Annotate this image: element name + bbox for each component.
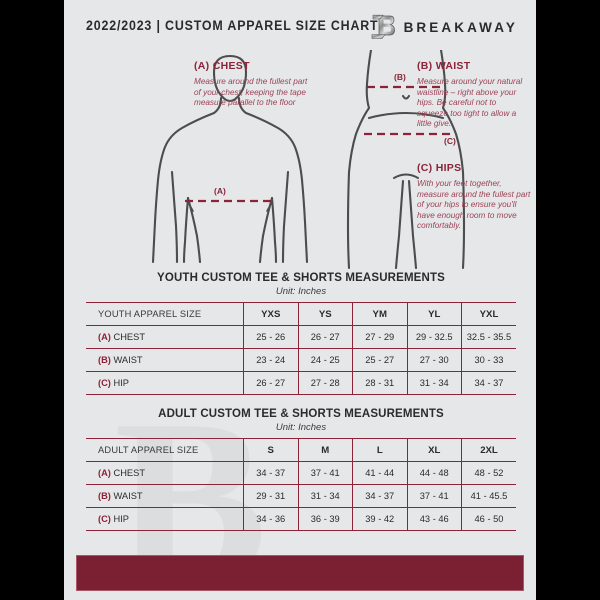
page-title: 2022/2023 | CUSTOM APPAREL SIZE CHART bbox=[86, 18, 379, 33]
cell-adult-waist-2xl: 41 - 45.5 bbox=[461, 484, 516, 508]
lower-body-outline-icon bbox=[346, 48, 466, 270]
breakaway-b-monogram-icon bbox=[371, 14, 395, 40]
row-head-youth-chest: (A) CHEST bbox=[86, 325, 244, 349]
cell-adult-hip-2xl: 46 - 50 bbox=[461, 507, 516, 531]
row-head-youth-hip: (C) HIP bbox=[86, 371, 244, 395]
row-tag: (A) bbox=[98, 468, 111, 478]
col-head-m: M bbox=[297, 438, 353, 462]
row-label: HIP bbox=[113, 378, 130, 388]
table-row: (A) CHEST 34 - 37 37 - 41 41 - 44 44 - 4… bbox=[86, 461, 516, 485]
cell-youth-chest-yxl: 32.5 - 35.5 bbox=[461, 325, 516, 349]
youth-size-table-block: YOUTH CUSTOM TEE & SHORTS MEASUREMENTS U… bbox=[86, 272, 516, 395]
row-tag: (C) bbox=[98, 514, 111, 524]
table-header-row: ADULT APPAREL SIZE S M L XL 2XL bbox=[86, 438, 516, 462]
cell-youth-hip-yl: 31 - 34 bbox=[406, 371, 462, 395]
cell-adult-hip-xl: 43 - 46 bbox=[406, 507, 462, 531]
table-row: (B) WAIST 29 - 31 31 - 34 34 - 37 37 - 4… bbox=[86, 484, 516, 508]
callout-waist: (B) WAIST Measure around your natural wa… bbox=[417, 60, 529, 130]
cell-youth-waist-yl: 27 - 30 bbox=[406, 348, 462, 372]
row-label: WAIST bbox=[113, 355, 143, 365]
adult-table-title: ADULT CUSTOM TEE & SHORTS MEASUREMENTS bbox=[158, 408, 444, 420]
col-head-youth-apparel-size: YOUTH APPAREL SIZE bbox=[86, 302, 244, 326]
cell-adult-waist-s: 29 - 31 bbox=[243, 484, 299, 508]
col-head-l: L bbox=[352, 438, 408, 462]
cell-adult-waist-m: 31 - 34 bbox=[297, 484, 353, 508]
cell-youth-chest-ys: 26 - 27 bbox=[297, 325, 353, 349]
adult-size-table: ADULT APPAREL SIZE S M L XL 2XL (A) CHES… bbox=[86, 438, 516, 531]
row-tag: (C) bbox=[98, 378, 111, 388]
row-head-adult-chest: (A) CHEST bbox=[86, 461, 244, 485]
chest-measure-label: (A) bbox=[214, 186, 226, 196]
callout-chest: (A) CHEST Measure around the fullest par… bbox=[194, 60, 314, 109]
footer-accent-band bbox=[76, 555, 524, 591]
table-row: (C) HIP 26 - 27 27 - 28 28 - 31 31 - 34 … bbox=[86, 371, 516, 395]
cell-adult-chest-l: 41 - 44 bbox=[352, 461, 408, 485]
callout-waist-body: Measure around your natural waistline – … bbox=[417, 77, 523, 129]
brand-lockup: BREAKAWAY bbox=[371, 14, 518, 40]
callout-chest-body: Measure around the fullest part of your … bbox=[194, 77, 308, 108]
row-label: WAIST bbox=[113, 491, 143, 501]
col-head-yl: YL bbox=[406, 302, 462, 326]
cell-youth-chest-yl: 29 - 32.5 bbox=[406, 325, 462, 349]
adult-table-unit: Unit: Inches bbox=[275, 422, 327, 433]
callout-hips-body: With your feet together, measure around … bbox=[417, 179, 531, 231]
row-label: HIP bbox=[113, 514, 130, 524]
cell-youth-chest-ym: 27 - 29 bbox=[352, 325, 408, 349]
cell-youth-hip-ym: 28 - 31 bbox=[352, 371, 408, 395]
callout-waist-title: (B) WAIST bbox=[417, 60, 471, 72]
row-label: CHEST bbox=[113, 332, 146, 342]
row-label: CHEST bbox=[113, 468, 146, 478]
callout-chest-title: (A) CHEST bbox=[194, 60, 250, 72]
col-head-xl: XL bbox=[406, 438, 462, 462]
table-row: (A) CHEST 25 - 26 26 - 27 27 - 29 29 - 3… bbox=[86, 325, 516, 349]
cell-adult-hip-m: 36 - 39 bbox=[297, 507, 353, 531]
row-head-youth-waist: (B) WAIST bbox=[86, 348, 244, 372]
callout-hips-title: (C) HIPS bbox=[417, 162, 462, 174]
table-row: (C) HIP 34 - 36 36 - 39 39 - 42 43 - 46 … bbox=[86, 507, 516, 531]
col-head-yxs: YXS bbox=[243, 302, 299, 326]
cell-adult-chest-xl: 44 - 48 bbox=[406, 461, 462, 485]
cell-adult-chest-m: 37 - 41 bbox=[297, 461, 353, 485]
cell-youth-waist-yxl: 30 - 33 bbox=[461, 348, 516, 372]
brand-name: BREAKAWAY bbox=[403, 19, 518, 35]
table-row: (B) WAIST 23 - 24 24 - 25 25 - 27 27 - 3… bbox=[86, 348, 516, 372]
row-head-adult-waist: (B) WAIST bbox=[86, 484, 244, 508]
page-header: 2022/2023 | CUSTOM APPAREL SIZE CHART bbox=[64, 0, 536, 52]
youth-table-title: YOUTH CUSTOM TEE & SHORTS MEASUREMENTS bbox=[157, 272, 445, 284]
cell-adult-waist-xl: 37 - 41 bbox=[406, 484, 462, 508]
cell-adult-hip-l: 39 - 42 bbox=[352, 507, 408, 531]
cell-adult-waist-l: 34 - 37 bbox=[352, 484, 408, 508]
youth-size-table: YOUTH APPAREL SIZE YXS YS YM YL YXL (A) … bbox=[86, 302, 516, 395]
col-head-2xl: 2XL bbox=[461, 438, 516, 462]
row-tag: (A) bbox=[98, 332, 111, 342]
cell-adult-chest-2xl: 48 - 52 bbox=[461, 461, 516, 485]
col-head-ys: YS bbox=[297, 302, 353, 326]
cell-youth-hip-ys: 27 - 28 bbox=[297, 371, 353, 395]
col-head-ym: YM bbox=[352, 302, 408, 326]
col-head-yxl: YXL bbox=[461, 302, 516, 326]
callout-hips: (C) HIPS With your feet together, measur… bbox=[417, 162, 531, 232]
cell-adult-hip-s: 34 - 36 bbox=[243, 507, 299, 531]
adult-size-table-block: ADULT CUSTOM TEE & SHORTS MEASUREMENTS U… bbox=[86, 408, 516, 531]
waist-measure-label: (B) bbox=[394, 72, 406, 82]
youth-table-unit: Unit: Inches bbox=[275, 286, 327, 297]
measurement-illustration: (A) (B) (C) (A) CHEST Measure around the… bbox=[64, 48, 536, 272]
cell-youth-hip-yxs: 26 - 27 bbox=[243, 371, 299, 395]
cell-youth-chest-yxs: 25 - 26 bbox=[243, 325, 299, 349]
row-head-adult-hip: (C) HIP bbox=[86, 507, 244, 531]
col-head-s: S bbox=[243, 438, 299, 462]
cell-adult-chest-s: 34 - 37 bbox=[243, 461, 299, 485]
body-figures-svg bbox=[151, 48, 466, 270]
cell-youth-waist-yxs: 23 - 24 bbox=[243, 348, 299, 372]
cell-youth-waist-ys: 24 - 25 bbox=[297, 348, 353, 372]
row-tag: (B) bbox=[98, 355, 111, 365]
table-header-row: YOUTH APPAREL SIZE YXS YS YM YL YXL bbox=[86, 302, 516, 326]
col-head-adult-apparel-size: ADULT APPAREL SIZE bbox=[86, 438, 244, 462]
cell-youth-hip-yxl: 34 - 37 bbox=[461, 371, 516, 395]
cell-youth-waist-ym: 25 - 27 bbox=[352, 348, 408, 372]
row-tag: (B) bbox=[98, 491, 111, 501]
hips-measure-label: (C) bbox=[444, 136, 456, 146]
size-chart-sheet: B 2022/2023 | CUSTOM APPAREL SIZE CHART bbox=[64, 0, 536, 600]
